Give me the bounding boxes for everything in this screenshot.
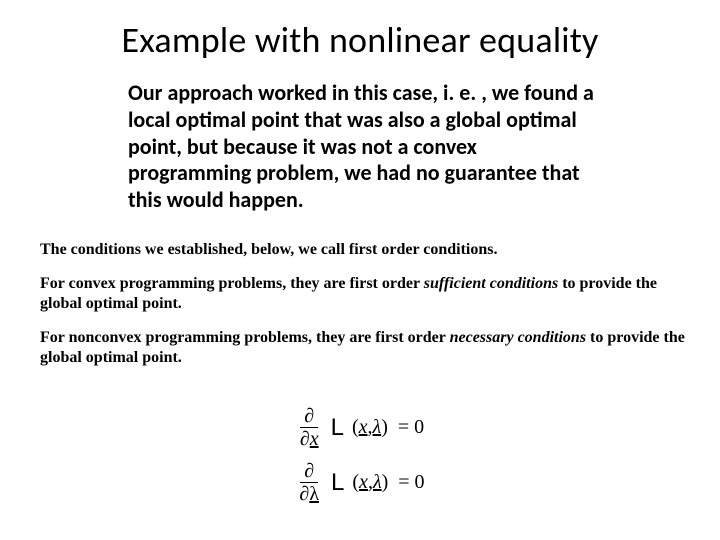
paragraph-conditions: The conditions we established, below, we…: [40, 240, 690, 260]
variable-lambda: λ: [309, 483, 319, 505]
para3-lead: For nonconvex programming problems, they…: [40, 329, 450, 346]
partial-symbol: ∂: [299, 483, 309, 505]
equals-zero: = 0: [394, 471, 424, 494]
equations-block: ∂ ∂x L (x,λ) = 0 ∂ ∂λ L (x,λ) = 0: [0, 400, 720, 510]
para2-lead: For convex programming problems, they ar…: [40, 275, 424, 292]
equation-dlambda: ∂ ∂λ L (x,λ) = 0: [295, 461, 424, 504]
variable-x: x: [310, 428, 319, 450]
fraction-dx: ∂ ∂x: [296, 406, 323, 449]
body-text: The conditions we established, below, we…: [40, 240, 690, 382]
para3-emphasis: necessary conditions: [450, 329, 586, 346]
equation-dx: ∂ ∂x L (x,λ) = 0: [296, 406, 424, 449]
lagrangian-symbol: L: [329, 469, 346, 497]
args-dlambda: (x,λ): [352, 471, 388, 494]
lagrangian-symbol: L: [329, 414, 346, 442]
para2-emphasis: sufficient conditions: [424, 275, 558, 292]
slide: Example with nonlinear equality Our appr…: [0, 0, 720, 540]
partial-symbol: ∂: [304, 460, 314, 482]
equals-zero: = 0: [394, 416, 424, 439]
fraction-dlambda: ∂ ∂λ: [295, 461, 323, 504]
args-dx: (x,λ): [352, 416, 388, 439]
intro-paragraph: Our approach worked in this case, i. e. …: [128, 80, 596, 214]
paragraph-convex: For convex programming problems, they ar…: [40, 274, 690, 314]
partial-symbol: ∂: [304, 405, 314, 427]
slide-title: Example with nonlinear equality: [0, 18, 720, 62]
partial-symbol: ∂: [300, 428, 310, 450]
paragraph-nonconvex: For nonconvex programming problems, they…: [40, 328, 690, 368]
